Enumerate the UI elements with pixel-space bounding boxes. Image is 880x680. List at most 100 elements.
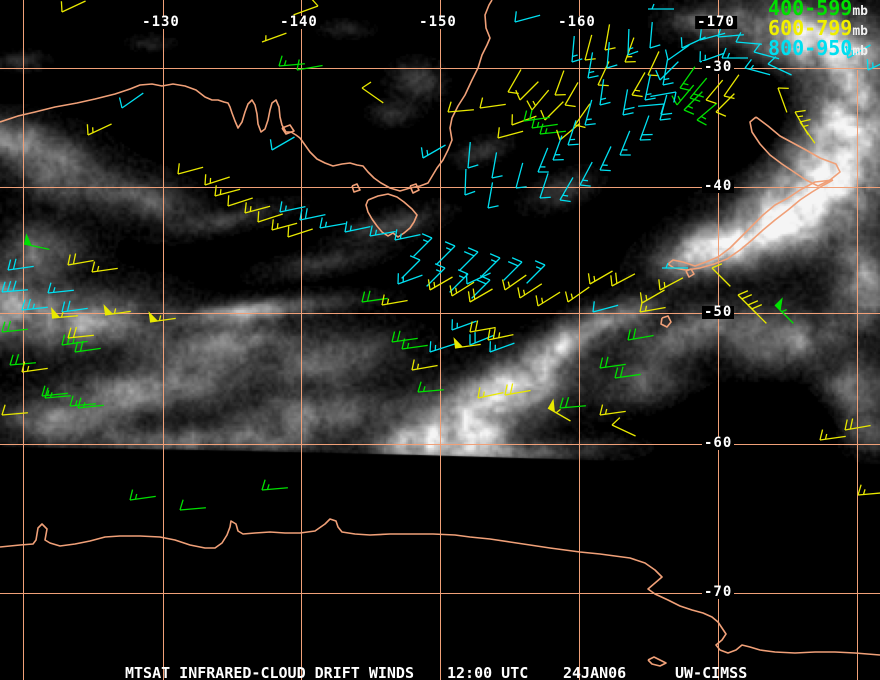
wind-barb-800-950mb (650, 91, 677, 103)
legend-range-text: 600-799 (768, 16, 853, 40)
wind-barb-800-950mb (487, 182, 499, 209)
wind-barb-800-950mb (638, 103, 665, 115)
wind-barb-800-950mb (606, 42, 618, 69)
legend-unit-text: mb (852, 44, 868, 59)
wind-barb-600-799mb (21, 361, 48, 373)
wind-barb-600-799mb (504, 383, 531, 396)
latitude-label: -70 (702, 584, 735, 600)
wind-barb-800-950mb (369, 225, 396, 237)
coastline (667, 179, 834, 271)
wind-barb-800-950mb (680, 36, 706, 49)
coastline (0, 0, 493, 192)
wind-barb-600-799mb (604, 24, 616, 51)
wind-barb-600-799mb (547, 398, 571, 422)
wind-barb-800-950mb (451, 319, 477, 331)
wind-barb-600-799mb (271, 219, 298, 231)
wind-barb-800-950mb (537, 147, 549, 173)
wind-barb-800-950mb (627, 28, 639, 56)
wind-barb-800-950mb (559, 177, 574, 203)
wind-barb-800-950mb (662, 59, 674, 86)
wind-barb-800-950mb (269, 136, 295, 151)
wind-barb-600-799mb (497, 127, 524, 139)
wind-barb-800-950mb (397, 273, 423, 285)
wind-barb-400-599mb (774, 297, 794, 324)
wind-barb-600-799mb (91, 261, 118, 273)
wind-barb-800-950mb (489, 341, 515, 353)
wind-barb-400-599mb (696, 102, 718, 126)
wind-barb-400-599mb (679, 66, 696, 92)
wind-barb-600-799mb (427, 276, 453, 291)
wind-barb-600-799mb (564, 286, 590, 303)
wind-barb-600-799mb (554, 70, 566, 96)
wind-barb-800-950mb (526, 260, 546, 284)
wind-barb-600-799mb (501, 274, 527, 291)
wind-barb-600-799mb (556, 122, 581, 141)
latitude-label: -50 (702, 304, 735, 320)
wind-barb-400-599mb (129, 489, 156, 501)
wind-barb-800-950mb (514, 11, 541, 23)
wind-barb-400-599mb (683, 91, 703, 115)
wind-barb-600-799mb (467, 288, 493, 303)
wind-barb-800-950mb (459, 247, 479, 271)
wind-barb-600-799mb (67, 326, 94, 339)
wind-barb-800-950mb (394, 229, 421, 241)
wind-barb-600-799mb (517, 283, 543, 299)
wind-barb-600-799mb (574, 103, 591, 129)
coastline (365, 193, 418, 238)
wind-barb-800-950mb (464, 168, 476, 196)
wind-barb-400-599mb (417, 381, 444, 393)
wind-barb-800-950mb (622, 89, 635, 116)
wind-barb-600-799mb (447, 101, 474, 113)
wind-barb-600-799mb (610, 272, 636, 287)
wind-barb-600-799mb (86, 123, 112, 136)
coastline (0, 518, 880, 656)
wind-barb-600-799mb (257, 211, 283, 223)
wind-barb-800-950mb (649, 22, 661, 49)
wind-barb-400-599mb (523, 109, 550, 122)
wind-barb-600-799mb (449, 281, 475, 297)
coastline (647, 656, 667, 667)
wind-barb-800-950mb (491, 152, 503, 179)
wind-barb-800-950mb (619, 130, 631, 156)
wind-barb-600-799mb (477, 387, 504, 399)
wind-barb-600-799mb (1, 404, 28, 416)
caption-text: 12:00 UTC (447, 664, 529, 680)
wind-barb-600-799mb (599, 404, 626, 416)
wind-barb-600-799mb (204, 174, 230, 186)
wind-barb-600-799mb (723, 74, 740, 100)
wind-barb-400-599mb (9, 354, 36, 366)
wind-barb-600-799mb (361, 81, 384, 104)
wind-barb-800-950mb (845, 44, 871, 59)
wind-barb-600-799mb (67, 253, 94, 266)
wind-barb-600-799mb (711, 263, 731, 287)
wind-barb-400-599mb (531, 117, 558, 129)
wind-barb-800-950mb (319, 217, 346, 229)
caption-text: 24JAN06 (563, 664, 627, 680)
wind-barb-600-799mb (411, 359, 438, 371)
wind-barb-600-799mb (584, 34, 596, 61)
wind-barb-600-799mb (564, 82, 579, 108)
wind-barb-800-950mb (735, 32, 762, 45)
wind-barb-400-599mb (401, 338, 428, 350)
wind-barb-600-799mb (631, 72, 646, 98)
wind-barb-800-950mb (744, 58, 771, 76)
wind-barb-800-950mb (426, 263, 446, 287)
wind-barb-600-799mb (51, 307, 78, 319)
wind-barb-600-799mb (715, 93, 735, 117)
wind-barb-400-599mb (74, 340, 101, 353)
legend-unit-text: mb (852, 4, 868, 19)
wind-barb-800-950mb (47, 282, 74, 294)
latitude-label: -30 (702, 59, 735, 75)
wind-barb-800-950mb (664, 44, 690, 61)
legend-range-text: 800-950 (768, 36, 853, 60)
wind-barb-600-799mb (737, 290, 757, 314)
wind-barb-400-599mb (614, 366, 641, 379)
wind-barb-800-950mb (515, 162, 527, 189)
wind-barb-800-950mb (61, 300, 88, 313)
legend-entry: 400-599mb (768, 0, 868, 20)
wind-barb-800-950mb (584, 99, 596, 126)
wind-barb-600-799mb (857, 484, 880, 496)
wind-barb-800-950mb (767, 56, 792, 76)
longitude-label: -140 (278, 14, 320, 30)
